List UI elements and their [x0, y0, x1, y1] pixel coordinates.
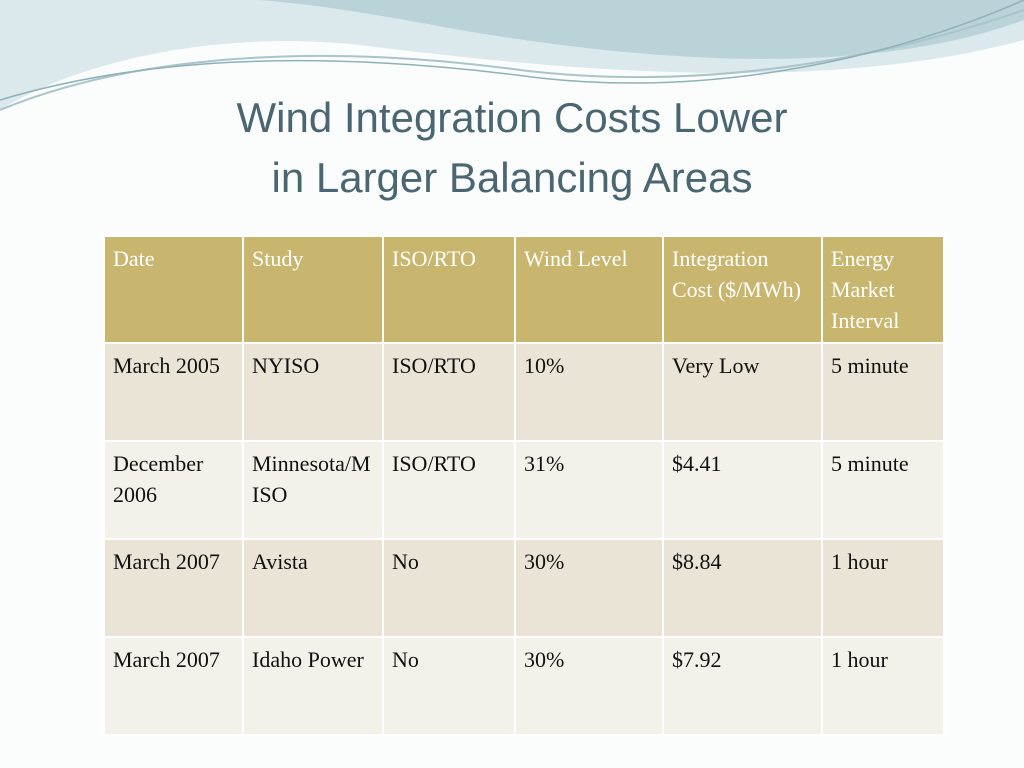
table-cell: $4.41 [662, 440, 823, 540]
table-cell: Very Low [662, 342, 823, 442]
header-cell: Date [103, 235, 244, 344]
table-cell: 5 minute [821, 440, 945, 540]
table-cell: 5 minute [821, 342, 945, 442]
table-row: March 2005 NYISO ISO/RTO 10% Very Low 5 minut… [103, 342, 945, 442]
table-cell: $8.84 [662, 538, 823, 638]
table-cell: NYISO [242, 342, 384, 442]
table-row: March 2007 Idaho Power No 30% $7.92 1 hour [103, 636, 945, 736]
table-cell: 1 hour [821, 538, 945, 638]
table-cell: March 2007 [103, 538, 244, 638]
table-cell: Avista [242, 538, 384, 638]
header-cell: Energy Market Interval [821, 235, 945, 344]
table-cell: December 2006 [103, 440, 244, 540]
title-line: Wind Integration Costs Lower [236, 94, 788, 141]
table-cell: 10% [514, 342, 664, 442]
header-cell: Study [242, 235, 384, 344]
header-cell: ISO/RTO [382, 235, 516, 344]
table-row: March 2007 Avista No 30% $8.84 1 hour [103, 538, 945, 638]
header-cell: Wind Level [514, 235, 664, 344]
table-cell: ISO/RTO [382, 342, 516, 442]
title-line: in Larger Balancing Areas [271, 154, 753, 201]
table-cell: $7.92 [662, 636, 823, 736]
header-row: Date Study ISO/RTO Wind Level Integration Co… [103, 235, 945, 344]
table-cell: 30% [514, 636, 664, 736]
header-cell: Integration Cost ($/MWh) [662, 235, 823, 344]
table-cell: No [382, 538, 516, 638]
table-cell: March 2005 [103, 342, 244, 442]
table-cell: 1 hour [821, 636, 945, 736]
table-cell: Idaho Power [242, 636, 384, 736]
table-cell: No [382, 636, 516, 736]
table-cell: 30% [514, 538, 664, 638]
table-cell: March 2007 [103, 636, 244, 736]
table-cell: Minnesota/MISO [242, 440, 384, 540]
table-cell: 31% [514, 440, 664, 540]
slide-title: Wind Integration Costs Lower in Larger B… [0, 88, 1024, 208]
data-table: Date Study ISO/RTO Wind Level Integration Co… [103, 235, 945, 736]
background-swoosh [0, 0, 1024, 111]
table-row: December 2006 Minnesota/MISO ISO/RTO 31% $4.… [103, 440, 945, 540]
table-cell: ISO/RTO [382, 440, 516, 540]
